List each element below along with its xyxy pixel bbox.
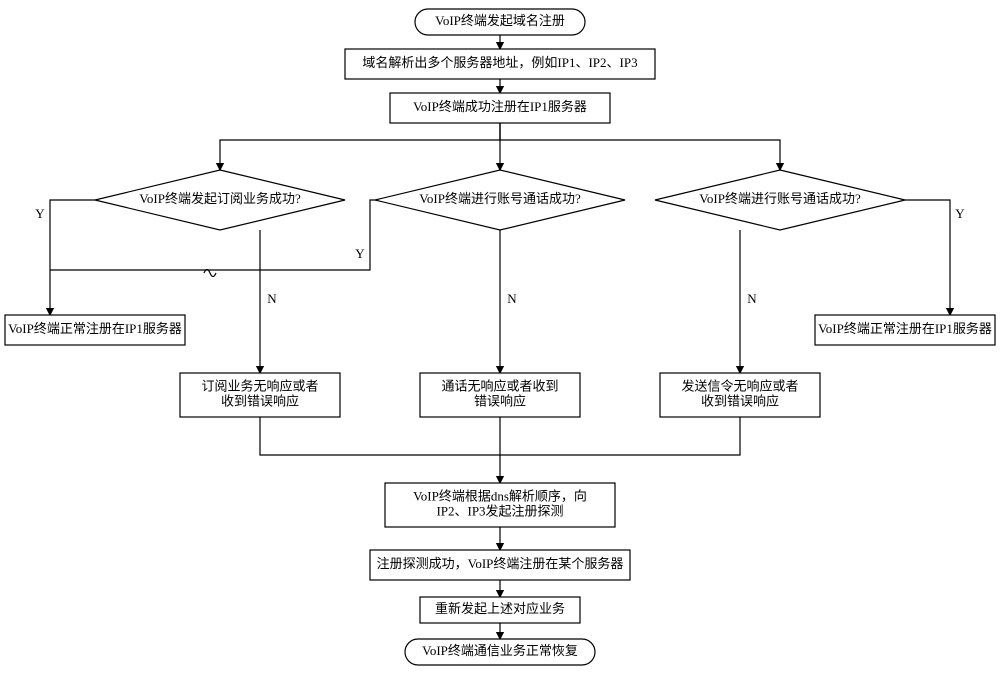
svg-text:VoIP终端正常注册在IP1服务器: VoIP终端正常注册在IP1服务器 bbox=[8, 321, 182, 336]
node-fail_call: 通话无响应或者收到错误响应 bbox=[420, 373, 580, 417]
svg-text:重新发起上述对应业务: 重新发起上述对应业务 bbox=[435, 601, 565, 616]
node-ok_right: VoIP终端正常注册在IP1服务器 bbox=[815, 315, 995, 345]
node-dns: 域名解析出多个服务器地址，例如IP1、IP2、IP3 bbox=[345, 49, 655, 79]
edge-7 bbox=[905, 200, 950, 315]
node-retry: 重新发起上述对应业务 bbox=[420, 597, 580, 623]
svg-text:VoIP终端成功注册在IP1服务器: VoIP终端成功注册在IP1服务器 bbox=[413, 99, 587, 114]
node-probed: 注册探测成功，VoIP终端注册在某个服务器 bbox=[370, 550, 630, 580]
svg-text:订阅业务无响应或者: 订阅业务无响应或者 bbox=[201, 378, 318, 393]
svg-text:VoIP终端发起订阅业务成功?: VoIP终端发起订阅业务成功? bbox=[139, 191, 301, 206]
edge-label: N bbox=[747, 291, 757, 306]
node-fail_sig: 发送信令无响应或者收到错误响应 bbox=[660, 373, 820, 417]
svg-text:VoIP终端根据dns解析顺序，向: VoIP终端根据dns解析顺序，向 bbox=[413, 488, 587, 503]
edge-label: N bbox=[507, 291, 517, 306]
svg-text:域名解析出多个服务器地址，例如IP1、IP2、IP3: 域名解析出多个服务器地址，例如IP1、IP2、IP3 bbox=[362, 55, 637, 70]
node-ok_left: VoIP终端正常注册在IP1服务器 bbox=[5, 315, 185, 345]
edge-label: Y bbox=[35, 206, 45, 221]
node-d_call: VoIP终端进行账号通话成功? bbox=[375, 170, 625, 230]
svg-text:VoIP终端进行账号通话成功?: VoIP终端进行账号通话成功? bbox=[419, 191, 581, 206]
edge-label: Y bbox=[355, 246, 365, 261]
edge-2 bbox=[220, 123, 500, 170]
edge-11 bbox=[260, 417, 500, 455]
flowchart: Y Y Y N N N VoIP终端发起域名注册域名解析出多个服务器地址，例如IP1、IP2… bbox=[0, 0, 1000, 679]
node-d_sig: VoIP终端进行账号通话成功? bbox=[655, 170, 905, 230]
svg-text:错误响应: 错误响应 bbox=[474, 393, 526, 408]
node-d_sub: VoIP终端发起订阅业务成功? bbox=[95, 170, 345, 230]
edge-12 bbox=[500, 417, 740, 455]
svg-text:VoIP终端正常注册在IP1服务器: VoIP终端正常注册在IP1服务器 bbox=[818, 321, 992, 336]
svg-text:VoIP终端发起域名注册: VoIP终端发起域名注册 bbox=[435, 13, 565, 28]
node-reg_ip1: VoIP终端成功注册在IP1服务器 bbox=[390, 93, 610, 123]
svg-text:VoIP终端通信业务正常恢复: VoIP终端通信业务正常恢复 bbox=[422, 643, 578, 658]
svg-text:发送信令无响应或者: 发送信令无响应或者 bbox=[681, 378, 798, 393]
svg-text:收到错误响应: 收到错误响应 bbox=[701, 393, 779, 408]
svg-text:通话无响应或者收到: 通话无响应或者收到 bbox=[441, 378, 558, 393]
node-start: VoIP终端发起域名注册 bbox=[415, 9, 585, 35]
edge-5 bbox=[50, 200, 95, 315]
node-end: VoIP终端通信业务正常恢复 bbox=[405, 639, 595, 665]
svg-text:注册探测成功，VoIP终端注册在某个服务器: 注册探测成功，VoIP终端注册在某个服务器 bbox=[377, 556, 624, 571]
svg-text:IP2、IP3发起注册探测: IP2、IP3发起注册探测 bbox=[436, 503, 563, 518]
edge-4 bbox=[500, 123, 780, 170]
svg-text:VoIP终端进行账号通话成功?: VoIP终端进行账号通话成功? bbox=[699, 191, 861, 206]
node-fail_sub: 订阅业务无响应或者收到错误响应 bbox=[180, 373, 340, 417]
edge-label: Y bbox=[955, 206, 965, 221]
edge-label: N bbox=[267, 291, 277, 306]
svg-text:收到错误响应: 收到错误响应 bbox=[221, 393, 299, 408]
node-probe: VoIP终端根据dns解析顺序，向IP2、IP3发起注册探测 bbox=[385, 483, 615, 527]
